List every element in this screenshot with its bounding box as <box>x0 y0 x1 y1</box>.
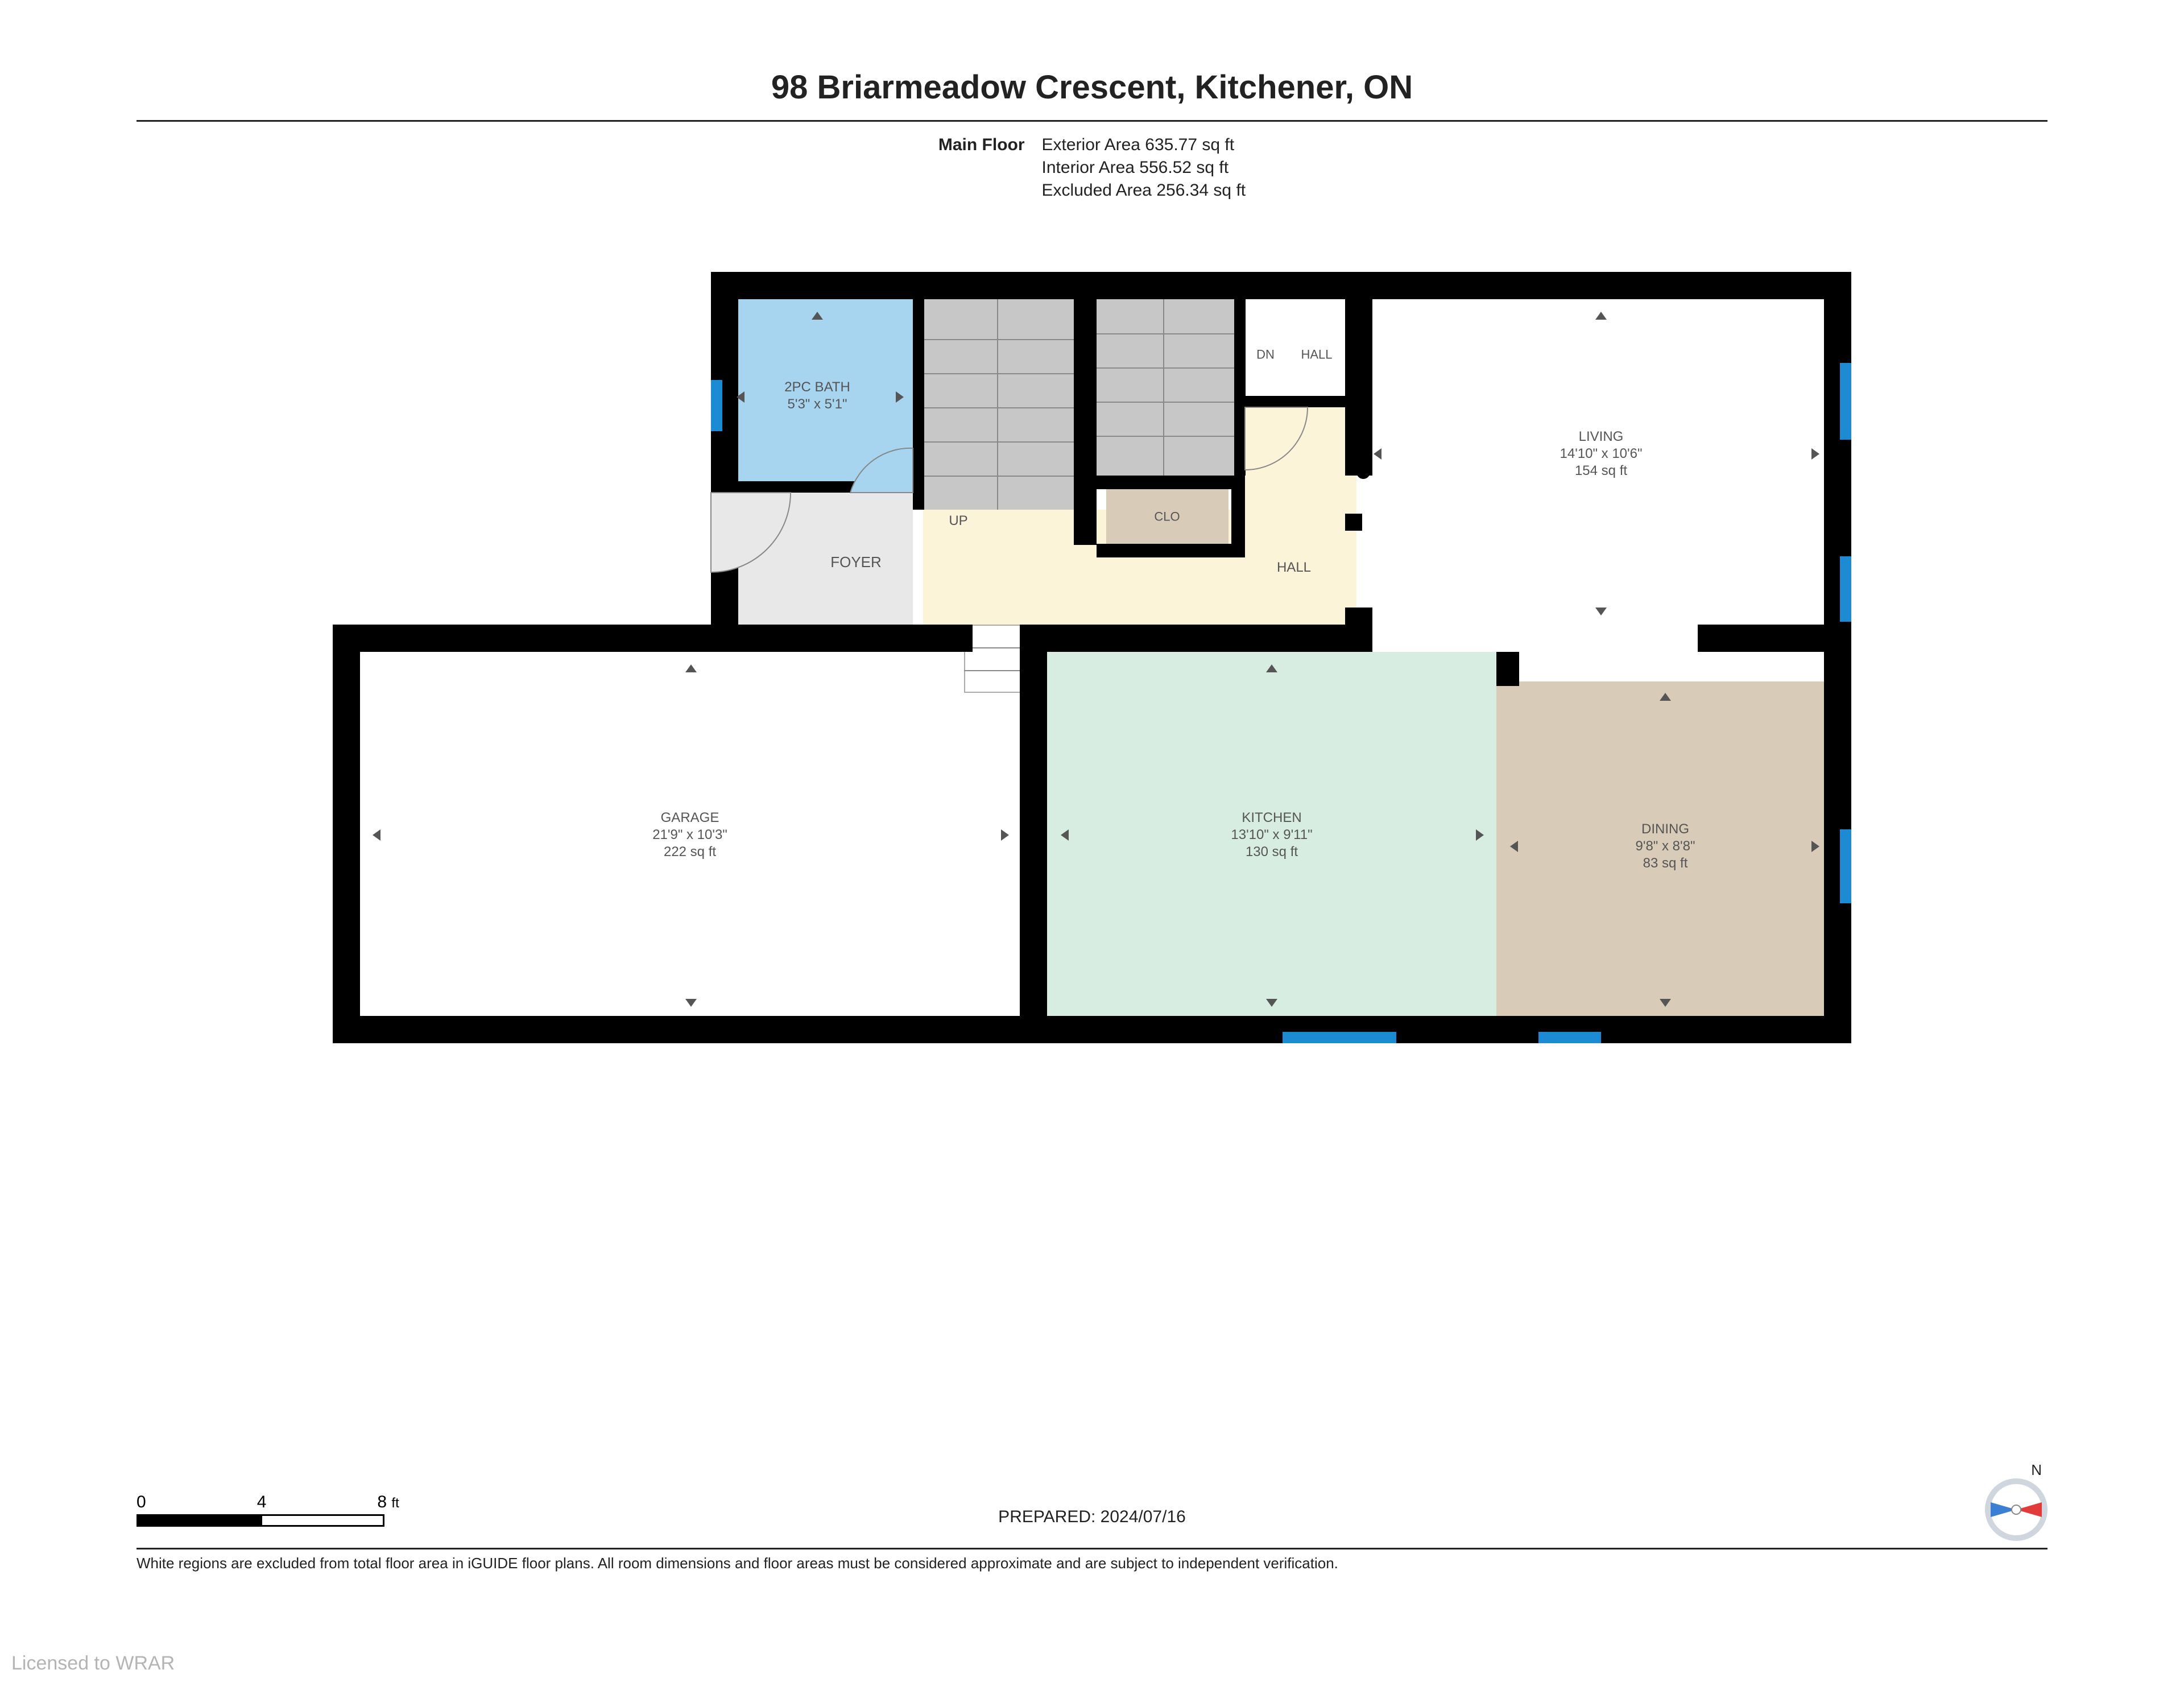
floor-name: Main Floor <box>938 135 1025 204</box>
door-swing-hall <box>1245 407 1325 487</box>
label-hall: HALL <box>1277 559 1311 576</box>
disclaimer: White regions are excluded from total fl… <box>136 1555 2048 1572</box>
scale-8: 8 <box>377 1493 387 1511</box>
label-dining: DINING 9'8" x 8'8" 83 sq ft <box>1636 821 1695 872</box>
dim-arrow-icon <box>737 391 744 403</box>
label-closet: CLO <box>1154 509 1180 524</box>
exterior-area: Exterior Area 635.77 sq ft <box>1042 135 1246 155</box>
label-up: UP <box>949 513 967 530</box>
wall <box>1047 1016 1851 1043</box>
compass-label: N <box>2031 1461 2042 1479</box>
stair-line <box>923 339 1074 340</box>
dim-arrow-icon <box>1510 841 1518 852</box>
window <box>711 380 722 431</box>
wall <box>1047 625 1372 652</box>
stair-line <box>923 441 1074 443</box>
room-stairs1 <box>923 299 1074 527</box>
stair-line <box>1095 367 1234 369</box>
dim-arrow-icon <box>812 312 823 320</box>
wall <box>1496 652 1519 686</box>
label-dn: DN <box>1256 346 1275 362</box>
excluded-area: Excluded Area 256.34 sq ft <box>1042 181 1246 200</box>
scale-unit: ft <box>391 1495 399 1511</box>
wall <box>333 1016 1047 1043</box>
floor-plan: 2PC BATH 5'3" x 5'1" FOYER UP DN HALL CL… <box>333 272 1851 1046</box>
door-swing-foyer <box>711 493 808 589</box>
wall <box>1074 272 1097 545</box>
floor-plan-page: 98 Briarmeadow Crescent, Kitchener, ON M… <box>0 0 2184 1686</box>
label-kitchen: KITCHEN 13'10" x 9'11" 130 sq ft <box>1231 809 1312 861</box>
compass-icon: N <box>1985 1478 2048 1544</box>
window <box>1840 556 1851 622</box>
dim-arrow-icon <box>685 664 697 672</box>
wall <box>1097 476 1244 489</box>
dim-arrow-icon <box>685 999 697 1007</box>
wall <box>1234 396 1356 407</box>
dim-arrow-icon <box>1476 829 1484 841</box>
watermark: Licensed to WRAR <box>11 1652 175 1675</box>
dim-arrow-icon <box>1811 448 1819 460</box>
wall <box>1097 544 1244 557</box>
wall <box>1231 476 1245 557</box>
wall <box>1698 625 1851 652</box>
door-swing-bath <box>828 448 913 534</box>
stair-line <box>923 373 1074 374</box>
dim-arrow-icon <box>896 391 904 403</box>
label-hall-up: HALL <box>1301 346 1332 362</box>
window <box>1283 1032 1396 1043</box>
page-title: 98 Briarmeadow Crescent, Kitchener, ON <box>136 68 2048 106</box>
wall <box>1345 272 1372 476</box>
dim-arrow-icon <box>1061 829 1069 841</box>
prepared-date: PREPARED: 2024/07/16 <box>998 1507 1186 1527</box>
column-dot <box>1356 608 1370 621</box>
area-summary: Main Floor Exterior Area 635.77 sq ft In… <box>136 135 2048 204</box>
wall <box>711 272 1851 299</box>
dim-arrow-icon <box>1660 999 1671 1007</box>
stair-line <box>997 299 998 510</box>
dim-arrow-icon <box>373 829 380 841</box>
stair-line <box>1095 436 1234 437</box>
stair-line <box>923 407 1074 408</box>
scale-4: 4 <box>257 1493 267 1512</box>
wall <box>1345 514 1362 531</box>
window <box>1840 829 1851 903</box>
dim-arrow-icon <box>1001 829 1009 841</box>
room-stairs2 <box>1095 299 1234 476</box>
scale-bar: 0 4 8 ft <box>136 1493 399 1527</box>
dim-arrow-icon <box>1266 999 1277 1007</box>
label-garage: GARAGE 21'9" x 10'3" 222 sq ft <box>652 809 727 861</box>
divider-top <box>136 120 2048 122</box>
window <box>1538 1032 1601 1043</box>
stair-line <box>1095 333 1234 334</box>
dim-arrow-icon <box>1374 448 1381 460</box>
window <box>1840 363 1851 440</box>
wall <box>1234 272 1246 476</box>
dim-arrow-icon <box>1595 312 1607 320</box>
wall <box>711 625 973 652</box>
label-bath: 2PC BATH 5'3" x 5'1" <box>784 379 850 413</box>
wall <box>333 625 738 652</box>
label-living: LIVING 14'10" x 10'6" 154 sq ft <box>1560 428 1643 480</box>
label-foyer: FOYER <box>830 553 882 572</box>
stair-line <box>923 476 1074 477</box>
dim-arrow-icon <box>1660 693 1671 701</box>
wall <box>333 625 360 1043</box>
dim-arrow-icon <box>1266 664 1277 672</box>
dim-arrow-icon <box>1811 841 1819 852</box>
area-values: Exterior Area 635.77 sq ft Interior Area… <box>1042 135 1246 204</box>
interior-area: Interior Area 556.52 sq ft <box>1042 158 1246 177</box>
room-dn-hall <box>1234 299 1356 396</box>
wall <box>1020 625 1047 1043</box>
stair-line <box>1095 402 1234 403</box>
wall <box>913 272 924 510</box>
divider-bottom <box>136 1548 2048 1549</box>
dim-arrow-icon <box>1595 608 1607 615</box>
column-dot <box>1356 465 1370 479</box>
stair-line <box>1163 299 1164 476</box>
scale-0: 0 <box>136 1493 146 1512</box>
